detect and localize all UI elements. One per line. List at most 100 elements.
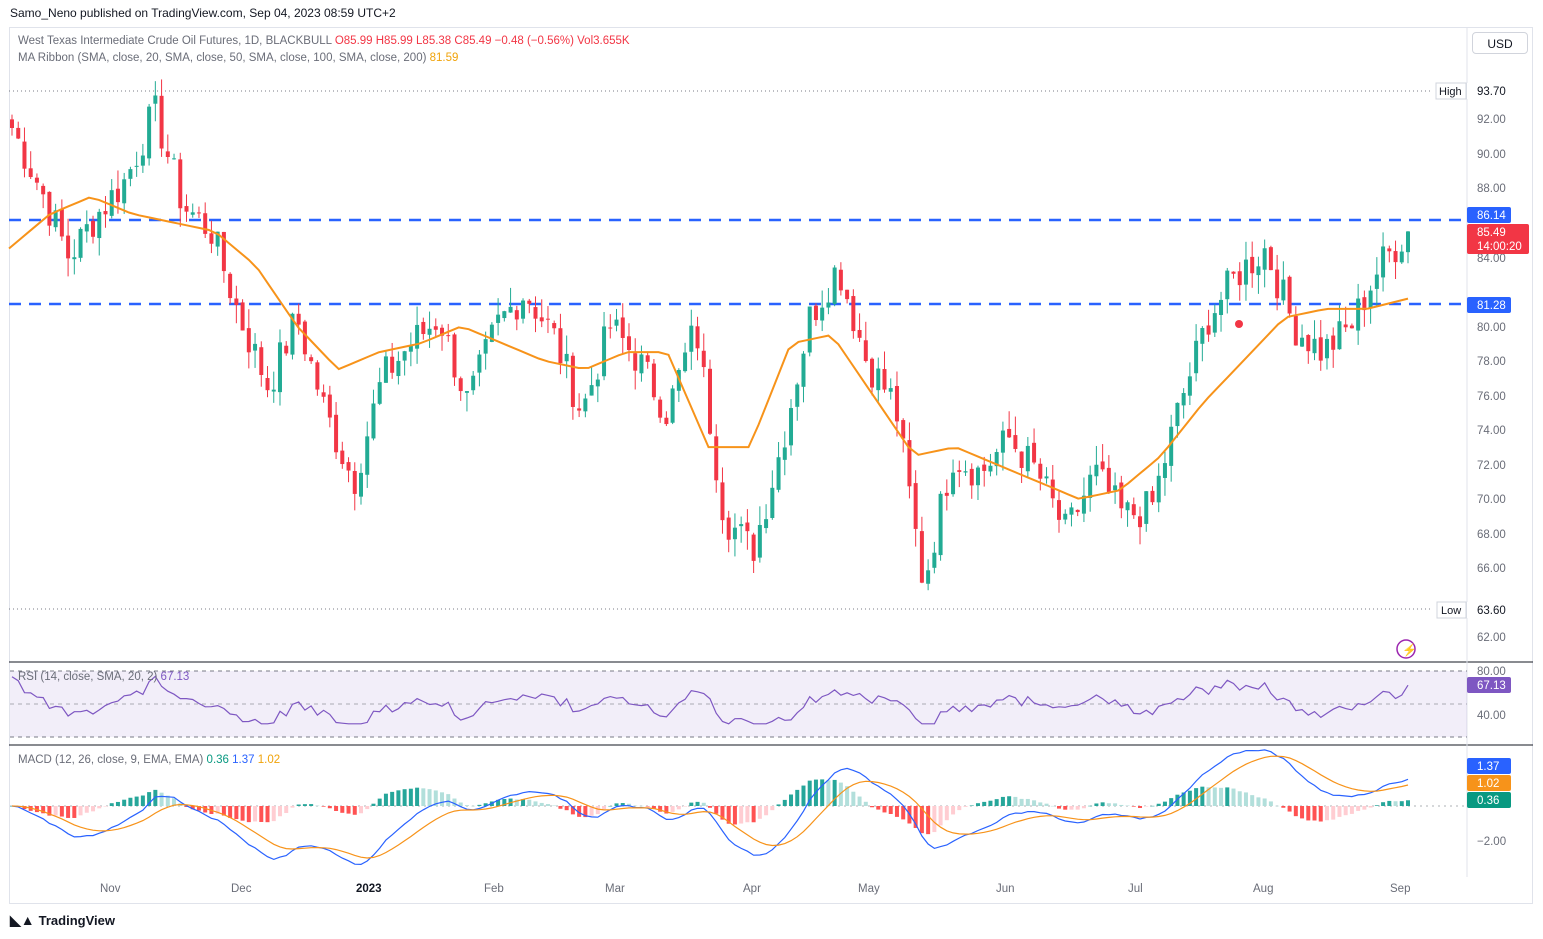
candle-body[interactable]	[1349, 325, 1354, 329]
candle-body[interactable]	[1144, 491, 1149, 524]
candle-body[interactable]	[1057, 500, 1061, 520]
candle-body[interactable]	[813, 305, 818, 321]
candle-body[interactable]	[527, 300, 532, 304]
candle-body[interactable]	[1025, 445, 1030, 472]
candle-body[interactable]	[352, 471, 357, 494]
candle-body[interactable]	[84, 224, 89, 232]
candle-body[interactable]	[471, 375, 476, 391]
ma20-line[interactable]	[8, 196, 1409, 500]
candle-body[interactable]	[1268, 247, 1273, 271]
lightning-icon[interactable]	[1396, 639, 1416, 659]
candle-body[interactable]	[253, 343, 258, 351]
candle-body[interactable]	[739, 524, 744, 527]
candle-body[interactable]	[134, 165, 139, 167]
candle-body[interactable]	[1013, 435, 1018, 449]
candle-body[interactable]	[901, 420, 906, 439]
candle-body[interactable]	[408, 345, 413, 352]
candle-body[interactable]	[1331, 335, 1336, 350]
candle-body[interactable]	[284, 345, 289, 354]
candle-body[interactable]	[1187, 376, 1192, 396]
candle-body[interactable]	[1262, 248, 1267, 270]
candle-body[interactable]	[907, 440, 912, 487]
candle-body[interactable]	[764, 519, 769, 529]
signal-line[interactable]	[11, 755, 1409, 859]
candle-body[interactable]	[203, 213, 208, 234]
candle-body[interactable]	[452, 334, 457, 378]
candle-body[interactable]	[34, 177, 39, 183]
candle-body[interactable]	[552, 323, 557, 329]
candle-body[interactable]	[1106, 467, 1111, 493]
candle-body[interactable]	[240, 302, 245, 331]
ma-ribbon-legend[interactable]: MA Ribbon (SMA, close, 20, SMA, close, 5…	[18, 52, 458, 64]
candle-body[interactable]	[982, 464, 987, 471]
symbol-legend[interactable]: West Texas Intermediate Crude Oil Future…	[18, 35, 630, 47]
candle-body[interactable]	[1119, 482, 1124, 509]
candle-body[interactable]	[165, 151, 170, 158]
candle-body[interactable]	[427, 328, 432, 335]
candle-body[interactable]	[390, 356, 395, 373]
candle-body[interactable]	[539, 317, 544, 322]
candle-body[interactable]	[664, 417, 669, 425]
candle-body[interactable]	[608, 327, 613, 329]
candle-body[interactable]	[271, 389, 276, 392]
candle-body[interactable]	[564, 353, 569, 362]
candle-body[interactable]	[53, 210, 58, 228]
candle-body[interactable]	[178, 159, 183, 209]
candle-body[interactable]	[1194, 340, 1199, 374]
candle-body[interactable]	[1044, 476, 1049, 479]
candle-body[interactable]	[1175, 402, 1180, 427]
candle-body[interactable]	[689, 325, 694, 352]
candle-body[interactable]	[508, 306, 513, 313]
candle-body[interactable]	[626, 336, 631, 351]
candle-body[interactable]	[1038, 463, 1043, 479]
candle-body[interactable]	[1399, 251, 1404, 263]
candle-body[interactable]	[458, 378, 463, 392]
candle-body[interactable]	[153, 95, 158, 104]
candle-body[interactable]	[745, 522, 750, 532]
candle-body[interactable]	[1007, 428, 1012, 438]
candle-body[interactable]	[1219, 299, 1224, 315]
candle-body[interactable]	[234, 298, 239, 305]
candle-body[interactable]	[47, 191, 52, 226]
candle-body[interactable]	[10, 119, 14, 128]
candle-body[interactable]	[757, 524, 762, 558]
candle-body[interactable]	[1275, 269, 1280, 299]
candle-body[interactable]	[1212, 313, 1217, 333]
candle-body[interactable]	[1125, 502, 1130, 511]
candle-body[interactable]	[988, 465, 993, 472]
candle-body[interactable]	[857, 329, 862, 338]
candle-body[interactable]	[1156, 475, 1161, 503]
candle-body[interactable]	[701, 350, 706, 368]
candle-body[interactable]	[265, 378, 270, 391]
candle-body[interactable]	[888, 388, 893, 392]
candle-body[interactable]	[359, 472, 363, 497]
candle-body[interactable]	[66, 235, 71, 259]
candle-body[interactable]	[483, 339, 488, 354]
candle-body[interactable]	[309, 357, 314, 362]
candle-body[interactable]	[570, 355, 575, 407]
candle-body[interactable]	[365, 436, 370, 475]
candle-body[interactable]	[147, 106, 152, 159]
candle-body[interactable]	[951, 472, 956, 495]
candle-body[interactable]	[913, 483, 918, 529]
candle-body[interactable]	[1231, 271, 1236, 274]
candle-body[interactable]	[1225, 270, 1230, 300]
rsi-legend[interactable]: RSI (14, close, SMA, 20, 2) 67.13	[18, 671, 189, 683]
candle-body[interactable]	[190, 212, 195, 215]
candle-body[interactable]	[776, 457, 781, 490]
candle-body[interactable]	[957, 470, 962, 472]
candle-body[interactable]	[1100, 461, 1105, 470]
candle-body[interactable]	[938, 493, 943, 556]
candle-body[interactable]	[944, 492, 949, 496]
candle-body[interactable]	[670, 388, 675, 423]
candle-body[interactable]	[1406, 231, 1410, 253]
candle-body[interactable]	[770, 487, 775, 518]
candle-body[interactable]	[1337, 321, 1342, 350]
currency-button[interactable]: USD	[1472, 32, 1528, 54]
candle-body[interactable]	[595, 379, 600, 387]
candle-body[interactable]	[346, 462, 351, 471]
candle-body[interactable]	[1000, 430, 1005, 453]
candle-body[interactable]	[16, 127, 21, 139]
candle-body[interactable]	[415, 324, 420, 349]
candle-body[interactable]	[969, 468, 974, 486]
